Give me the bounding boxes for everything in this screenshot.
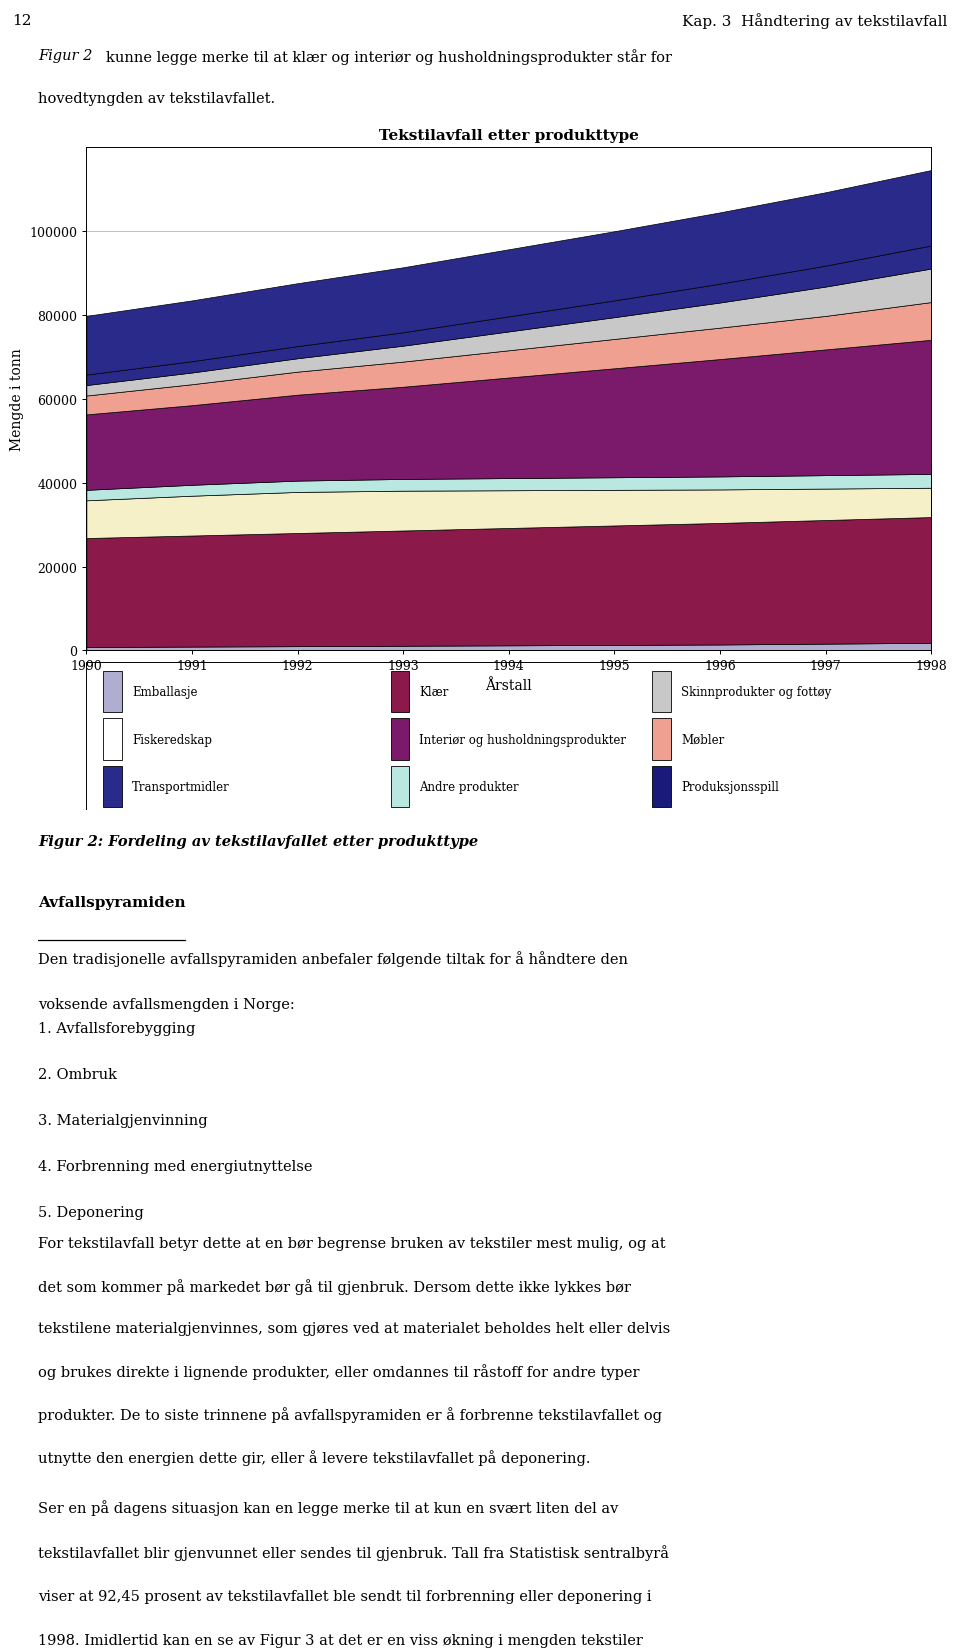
Text: tekstilene materialgjenvinnes, som gjøres ved at materialet beholdes helt eller : tekstilene materialgjenvinnes, som gjøre… bbox=[38, 1322, 671, 1335]
Text: 5. Deponering: 5. Deponering bbox=[38, 1205, 144, 1220]
Text: 12: 12 bbox=[12, 13, 32, 28]
Text: 2. Ombruk: 2. Ombruk bbox=[38, 1068, 117, 1081]
Text: Den tradisjonelle avfallspyramiden anbefaler følgende tiltak for å håndtere den: Den tradisjonelle avfallspyramiden anbef… bbox=[38, 951, 629, 967]
Text: Andre produkter: Andre produkter bbox=[420, 781, 518, 794]
Bar bbox=[104, 671, 122, 714]
Text: produkter. De to siste trinnene på avfallspyramiden er å forbrenne tekstilavfall: produkter. De to siste trinnene på avfal… bbox=[38, 1406, 662, 1422]
X-axis label: Årstall: Årstall bbox=[486, 679, 532, 692]
Bar bbox=[391, 719, 409, 760]
Text: det som kommer på markedet bør gå til gjenbruk. Dersom dette ikke lykkes bør: det som kommer på markedet bør gå til gj… bbox=[38, 1279, 632, 1294]
Title: Tekstilavfall etter produkttype: Tekstilavfall etter produkttype bbox=[379, 129, 638, 143]
Text: Interiør og husholdningsprodukter: Interiør og husholdningsprodukter bbox=[420, 733, 626, 747]
Text: Produksjonsspill: Produksjonsspill bbox=[682, 781, 779, 794]
Bar bbox=[391, 766, 409, 808]
Y-axis label: Mengde i tonn: Mengde i tonn bbox=[10, 348, 24, 452]
Text: Avfallspyramiden: Avfallspyramiden bbox=[38, 895, 186, 910]
Bar bbox=[653, 766, 671, 808]
Text: 3. Materialgjenvinning: 3. Materialgjenvinning bbox=[38, 1114, 208, 1127]
Text: Ser en på dagens situasjon kan en legge merke til at kun en svært liten del av: Ser en på dagens situasjon kan en legge … bbox=[38, 1500, 619, 1516]
Bar bbox=[653, 719, 671, 760]
Text: 4. Forbrenning med energiutnyttelse: 4. Forbrenning med energiutnyttelse bbox=[38, 1159, 313, 1173]
Bar bbox=[104, 766, 122, 808]
Bar bbox=[104, 719, 122, 760]
Bar bbox=[391, 671, 409, 714]
Text: Figur 2: Figur 2 bbox=[38, 49, 93, 63]
Text: Klær: Klær bbox=[420, 686, 448, 699]
Text: kunne legge merke til at klær og interiør og husholdningsprodukter står for: kunne legge merke til at klær og interiø… bbox=[106, 49, 672, 66]
Text: Figur 2: Fordeling av tekstilavfallet etter produkttype: Figur 2: Fordeling av tekstilavfallet et… bbox=[38, 834, 478, 849]
Text: hovedtyngden av tekstilavfallet.: hovedtyngden av tekstilavfallet. bbox=[38, 92, 276, 105]
Text: Emballasje: Emballasje bbox=[132, 686, 198, 699]
Text: 1998. Imidlertid kan en se av Figur 3 at det er en viss økning i mengden tekstil: 1998. Imidlertid kan en se av Figur 3 at… bbox=[38, 1633, 643, 1646]
Text: tekstilavfallet blir gjenvunnet eller sendes til gjenbruk. Tall fra Statistisk s: tekstilavfallet blir gjenvunnet eller se… bbox=[38, 1544, 669, 1561]
Text: 1. Avfallsforebygging: 1. Avfallsforebygging bbox=[38, 1022, 196, 1035]
Text: Fiskeredskap: Fiskeredskap bbox=[132, 733, 212, 747]
Text: Skinnprodukter og fottøy: Skinnprodukter og fottøy bbox=[682, 686, 831, 699]
Text: For tekstilavfall betyr dette at en bør begrense bruken av tekstiler mest mulig,: For tekstilavfall betyr dette at en bør … bbox=[38, 1236, 666, 1249]
Bar bbox=[653, 671, 671, 714]
Text: Transportmidler: Transportmidler bbox=[132, 781, 229, 794]
Text: Kap. 3  Håndtering av tekstilavfall: Kap. 3 Håndtering av tekstilavfall bbox=[683, 13, 948, 28]
Text: utnytte den energien dette gir, eller å levere tekstilavfallet på deponering.: utnytte den energien dette gir, eller å … bbox=[38, 1449, 591, 1465]
Text: voksende avfallsmengden i Norge:: voksende avfallsmengden i Norge: bbox=[38, 999, 295, 1012]
Text: viser at 92,45 prosent av tekstilavfallet ble sendt til forbrenning eller depone: viser at 92,45 prosent av tekstilavfalle… bbox=[38, 1589, 652, 1602]
Text: og brukes direkte i lignende produkter, eller omdannes til råstoff for andre typ: og brukes direkte i lignende produkter, … bbox=[38, 1365, 640, 1379]
Text: Møbler: Møbler bbox=[682, 733, 725, 747]
